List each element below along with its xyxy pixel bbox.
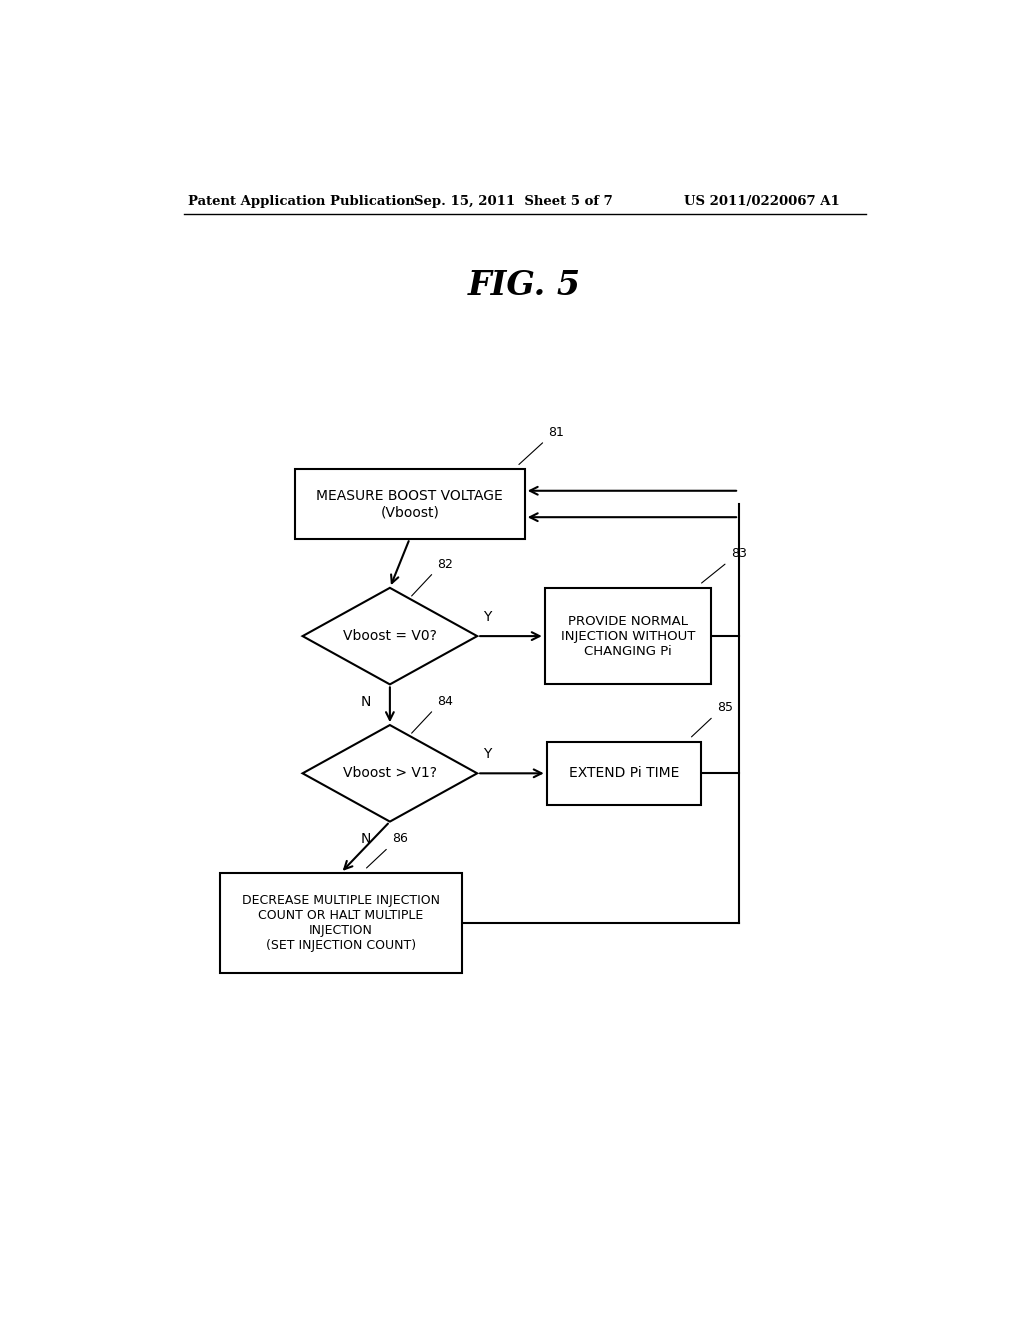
Text: Vboost > V1?: Vboost > V1? bbox=[343, 767, 437, 780]
Text: 82: 82 bbox=[437, 557, 454, 570]
Bar bbox=[545, 587, 712, 684]
Text: 86: 86 bbox=[392, 833, 409, 846]
Text: Y: Y bbox=[483, 747, 492, 762]
Text: FIG. 5: FIG. 5 bbox=[468, 269, 582, 302]
Text: EXTEND Pi TIME: EXTEND Pi TIME bbox=[568, 767, 679, 780]
Text: 83: 83 bbox=[731, 548, 748, 561]
Bar bbox=[547, 742, 701, 805]
Text: US 2011/0220067 A1: US 2011/0220067 A1 bbox=[684, 194, 840, 207]
Text: 84: 84 bbox=[437, 694, 454, 708]
Text: MEASURE BOOST VOLTAGE
(Vboost): MEASURE BOOST VOLTAGE (Vboost) bbox=[316, 488, 503, 519]
Bar bbox=[220, 873, 462, 973]
Text: 81: 81 bbox=[549, 426, 564, 440]
Text: N: N bbox=[360, 832, 372, 846]
Text: Vboost = V0?: Vboost = V0? bbox=[343, 630, 437, 643]
Text: PROVIDE NORMAL
INJECTION WITHOUT
CHANGING Pi: PROVIDE NORMAL INJECTION WITHOUT CHANGIN… bbox=[561, 615, 695, 657]
Polygon shape bbox=[303, 725, 477, 821]
Text: Patent Application Publication: Patent Application Publication bbox=[187, 194, 415, 207]
Text: 85: 85 bbox=[717, 701, 733, 714]
Text: Sep. 15, 2011  Sheet 5 of 7: Sep. 15, 2011 Sheet 5 of 7 bbox=[414, 194, 612, 207]
Polygon shape bbox=[303, 587, 477, 684]
Bar bbox=[295, 470, 525, 539]
Text: Y: Y bbox=[483, 610, 492, 624]
Text: N: N bbox=[360, 694, 372, 709]
Text: DECREASE MULTIPLE INJECTION
COUNT OR HALT MULTIPLE
INJECTION
(SET INJECTION COUN: DECREASE MULTIPLE INJECTION COUNT OR HAL… bbox=[242, 894, 439, 952]
